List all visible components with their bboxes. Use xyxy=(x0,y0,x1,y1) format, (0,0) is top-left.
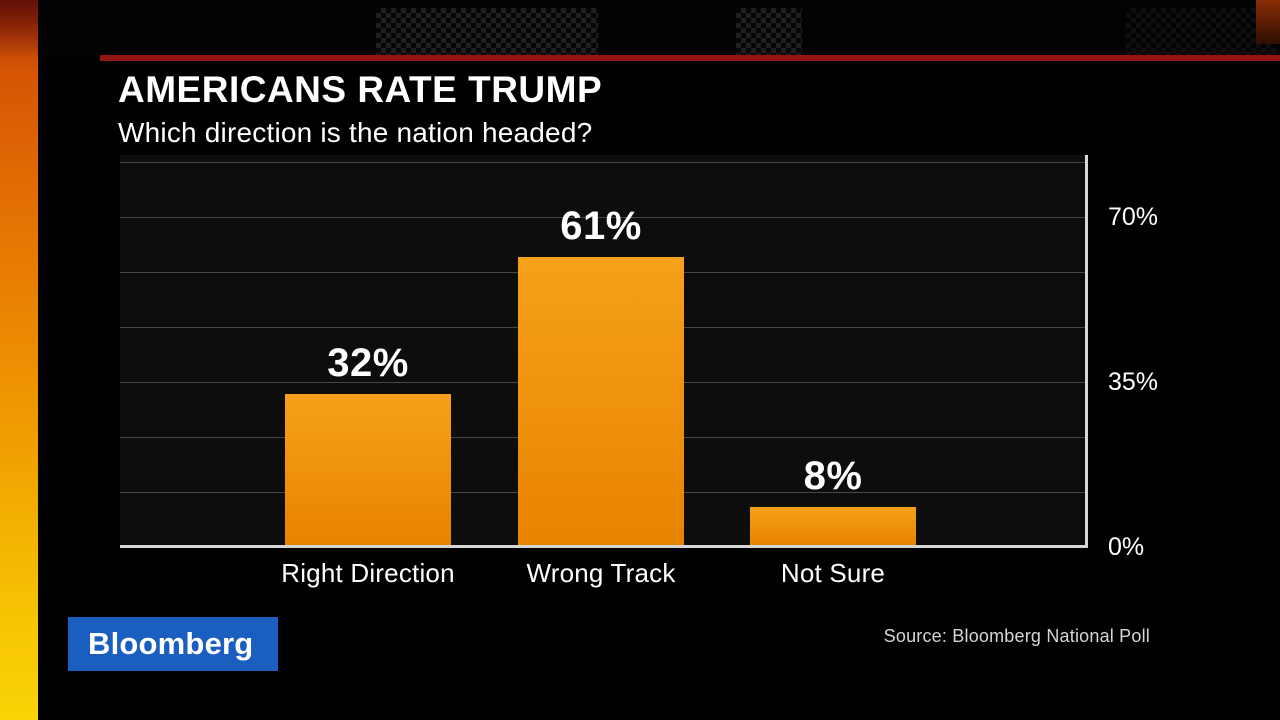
corner-accent xyxy=(1256,0,1280,44)
source-attribution: Source: Bloomberg National Poll xyxy=(883,626,1150,646)
top-texture-band xyxy=(38,0,1280,57)
x-axis-line xyxy=(120,545,1085,548)
stripe-top-shade xyxy=(0,0,38,58)
category-label: Wrong Track xyxy=(526,558,676,588)
bar-right-direction xyxy=(285,394,451,545)
y-axis-tick-label: 70% xyxy=(1108,203,1159,231)
left-gradient-stripe xyxy=(0,0,38,720)
gridline xyxy=(120,217,1085,218)
checker-texture xyxy=(1126,8,1276,57)
category-label: Not Sure xyxy=(780,558,886,588)
category-label: Right Direction xyxy=(281,558,455,588)
bar-value-label: 32% xyxy=(327,341,409,385)
chart-subtitle: Which direction is the nation headed? xyxy=(118,116,593,148)
checker-texture xyxy=(736,8,802,57)
red-divider-rule xyxy=(100,55,1280,61)
chart-title: AMERICANS RATE TRUMP xyxy=(118,69,603,110)
bar-wrong-track xyxy=(518,257,684,545)
checker-texture xyxy=(376,8,598,57)
plot-area: 32% Right Direction 61% Wrong Track 8% Not Su… xyxy=(120,155,1158,588)
bar-value-label: 8% xyxy=(803,454,863,498)
bar-value-label: 61% xyxy=(560,204,642,248)
bar-not-sure xyxy=(750,507,916,545)
bloomberg-logo-text: Bloomberg xyxy=(88,626,254,661)
headline-block: AMERICANS RATE TRUMP Which direction is … xyxy=(100,61,1280,161)
bloomberg-logo: Bloomberg xyxy=(68,617,278,671)
y-axis-tick-label: 0% xyxy=(1108,533,1145,561)
gridline xyxy=(120,162,1085,163)
y-axis-tick-label: 35% xyxy=(1108,368,1159,396)
y-axis-line xyxy=(1085,155,1088,548)
